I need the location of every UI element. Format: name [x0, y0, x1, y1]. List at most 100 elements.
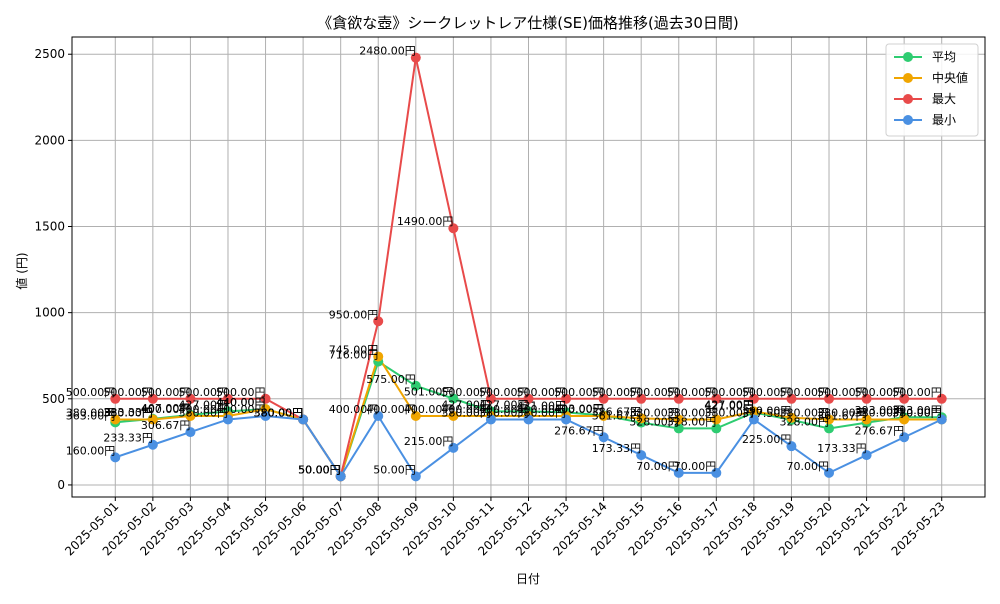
data-label: 500.00円 [141, 386, 191, 399]
data-label: 440.00円 [216, 396, 266, 409]
data-point [861, 393, 872, 404]
legend-label: 最大 [932, 92, 956, 106]
data-label: 380.00円 [517, 406, 567, 419]
data-point [598, 432, 609, 443]
data-point [448, 393, 459, 404]
data-label: 500.00円 [66, 386, 116, 399]
data-label: 500.00円 [517, 386, 567, 399]
data-label: 328.00円 [780, 415, 830, 428]
data-point [222, 393, 233, 404]
data-label: 380.00円 [441, 406, 491, 419]
data-point [448, 223, 459, 234]
data-point [711, 393, 722, 404]
data-point [899, 414, 910, 425]
data-label: 1490.00円 [397, 215, 454, 228]
data-point [936, 393, 947, 404]
data-point [711, 467, 722, 478]
data-label: 328.00円 [629, 415, 679, 428]
data-label: 50.00円 [298, 463, 341, 476]
legend-marker [903, 94, 913, 104]
chart-title: 《貪欲な壺》シークレットレア仕様(SE)価格推移(過去30日間) [317, 14, 739, 32]
data-point [147, 439, 158, 450]
data-label: 421.00円 [704, 399, 754, 412]
data-point [185, 393, 196, 404]
data-point [936, 414, 947, 425]
y-tick-label: 500 [42, 392, 65, 406]
data-label: 393.00円 [855, 404, 905, 417]
data-label: 500.00円 [103, 386, 153, 399]
data-label: 276.67円 [855, 424, 905, 437]
data-label: 70.00円 [636, 460, 679, 473]
data-label: 386.67円 [592, 405, 642, 418]
data-point [410, 380, 421, 391]
data-point [185, 411, 196, 422]
data-label: 380.00円 [629, 406, 679, 419]
data-label: 500.00円 [667, 386, 717, 399]
data-point [561, 393, 572, 404]
data-point [786, 412, 797, 423]
legend-label: 平均 [932, 50, 956, 64]
data-label: 377.50円 [742, 407, 792, 420]
data-label: 363.00円 [66, 409, 116, 422]
data-label: 427.00円 [479, 398, 529, 411]
data-point [899, 393, 910, 404]
data-label: 380.00円 [103, 406, 153, 419]
data-label: 380.00円 [254, 406, 304, 419]
data-point [861, 450, 872, 461]
data-label: 400.00円 [366, 403, 416, 416]
data-point [636, 450, 647, 461]
legend-marker [903, 52, 913, 62]
data-label: 380.00円 [667, 406, 717, 419]
data-label: 380.00円 [780, 406, 830, 419]
data-point [110, 393, 121, 404]
data-point [373, 351, 384, 362]
data-point [673, 414, 684, 425]
data-label: 950.00円 [329, 308, 379, 321]
data-label: 276.67円 [554, 424, 604, 437]
data-label: 500.00円 [780, 386, 830, 399]
data-label: 500.00円 [441, 386, 491, 399]
data-label: 400.00円 [441, 403, 491, 416]
data-point [448, 442, 459, 453]
data-label: 380.00円 [479, 406, 529, 419]
data-label: 500.00円 [742, 386, 792, 399]
data-label: 500.00円 [892, 386, 942, 399]
data-label: 400.00円 [329, 403, 379, 416]
y-tick-label: 1500 [34, 220, 65, 234]
data-label: 500.00円 [554, 386, 604, 399]
data-label: 361.67円 [592, 410, 642, 423]
data-label: 380.00円 [254, 406, 304, 419]
data-label: 380.00円 [855, 406, 905, 419]
data-label: 328.00円 [667, 415, 717, 428]
data-point [748, 414, 759, 425]
data-point [824, 423, 835, 434]
data-label: 306.67円 [141, 419, 191, 432]
y-tick-label: 2500 [34, 47, 65, 61]
data-label: 380.00円 [817, 406, 867, 419]
data-label: 575.00円 [366, 373, 416, 386]
data-label: 160.00円 [66, 444, 116, 457]
data-point [410, 411, 421, 422]
data-label: 390.00円 [742, 405, 792, 418]
data-point [636, 413, 647, 424]
data-label: 380.00円 [178, 406, 228, 419]
data-point [410, 471, 421, 482]
data-point [110, 414, 121, 425]
data-point [748, 393, 759, 404]
data-label: 400.00円 [216, 403, 266, 416]
data-point [824, 414, 835, 425]
data-point [260, 393, 271, 404]
y-tick-label: 1000 [34, 306, 65, 320]
data-point [222, 414, 233, 425]
data-point [673, 467, 684, 478]
legend-label: 中央値 [932, 70, 968, 85]
data-label: 215.00円 [404, 435, 454, 448]
data-label: 400.00円 [479, 403, 529, 416]
data-label: 2480.00円 [359, 45, 416, 58]
data-label: 500.00円 [629, 386, 679, 399]
data-label: 70.00円 [787, 460, 830, 473]
data-label: 380.00円 [254, 406, 304, 419]
data-label: 50.00円 [298, 463, 341, 476]
data-label: 500.00円 [479, 386, 529, 399]
